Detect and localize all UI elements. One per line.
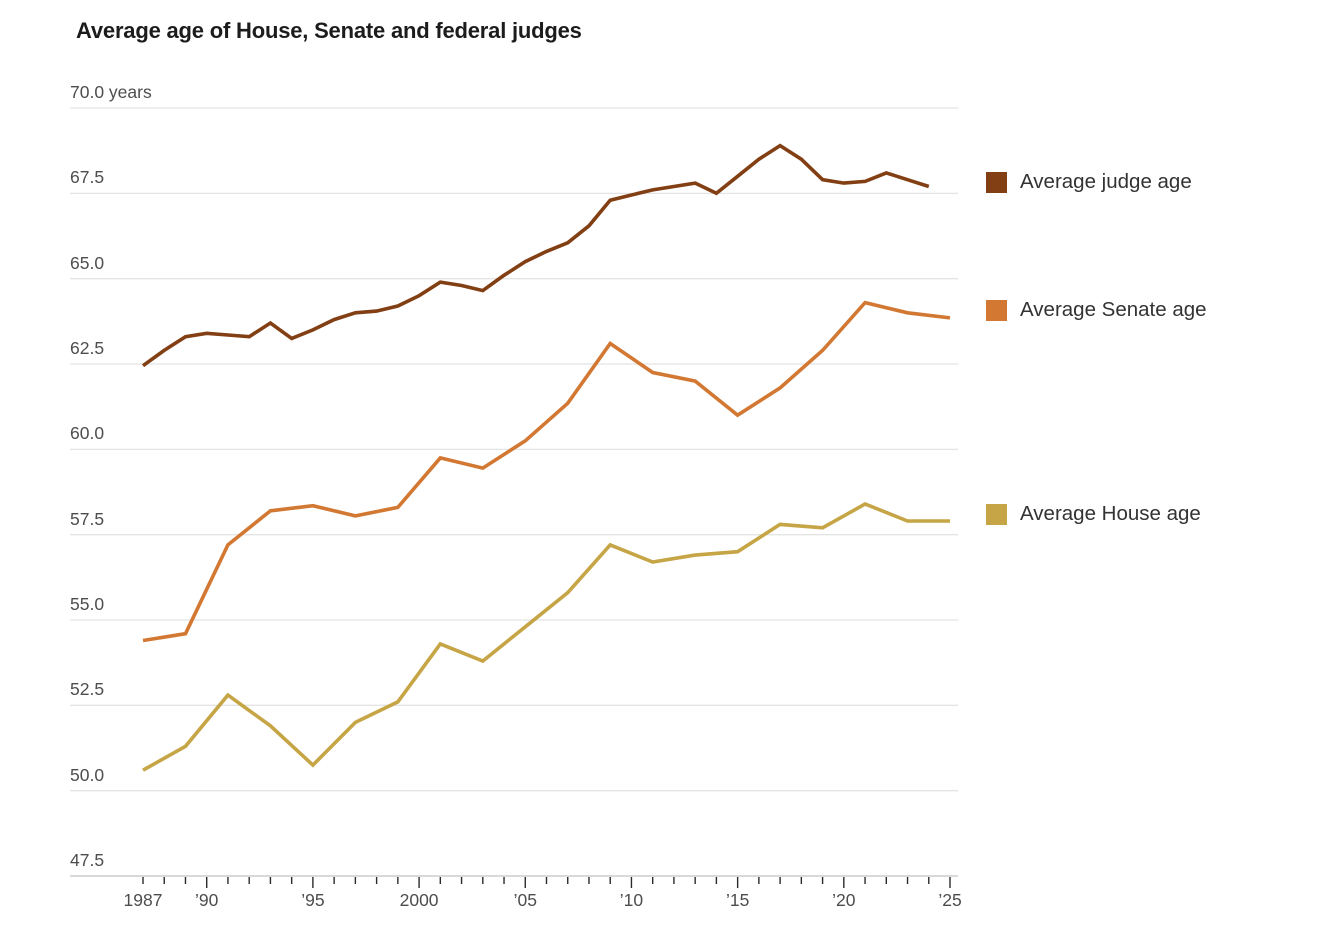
legend-swatch-senate-icon [986,299,1007,321]
x-axis-label: ’90 [195,890,219,910]
legend-item-judge: Average judge age [986,170,1192,194]
y-axis-label: 55.0 [70,594,105,614]
legend-item-senate: Average Senate age [986,298,1207,322]
y-axis-label: 70.0 years [70,82,152,102]
y-axis-label: 52.5 [70,679,105,700]
legend-label-house: Average House age [1020,502,1201,525]
x-axis-label: ’10 [619,890,644,910]
legend-swatch-judge-icon [986,171,1007,193]
y-axis-label: 62.5 [70,338,105,358]
legend-item-house: Average House age [986,502,1201,526]
x-axis-label: ’95 [301,890,325,910]
y-axis-label: 67.5 [70,167,105,188]
line-average-senate-age [142,300,951,643]
x-axis-label: 2000 [399,890,439,910]
line-average-judge-age [141,143,930,368]
y-axis-label: 65.0 [70,252,105,273]
x-axis-label: ’15 [725,890,750,910]
x-axis-label: 1987 [123,890,163,910]
y-axis-label: 60.0 [70,423,105,444]
chart-title: Average age of House, Senate and federal… [76,18,582,43]
legend-label-senate: Average Senate age [1020,298,1207,321]
legend-swatch-house-icon [986,503,1007,525]
y-axis-label: 50.0 [70,764,105,785]
y-axis-label: 57.5 [70,508,105,529]
x-axis-label: ’25 [938,890,962,910]
legend-label-judge: Average judge age [1020,170,1192,193]
line-average-house-age [142,502,950,772]
x-axis-label: ’20 [832,890,856,910]
x-axis-label: ’05 [513,890,537,910]
y-axis-label: 47.5 [70,850,105,870]
